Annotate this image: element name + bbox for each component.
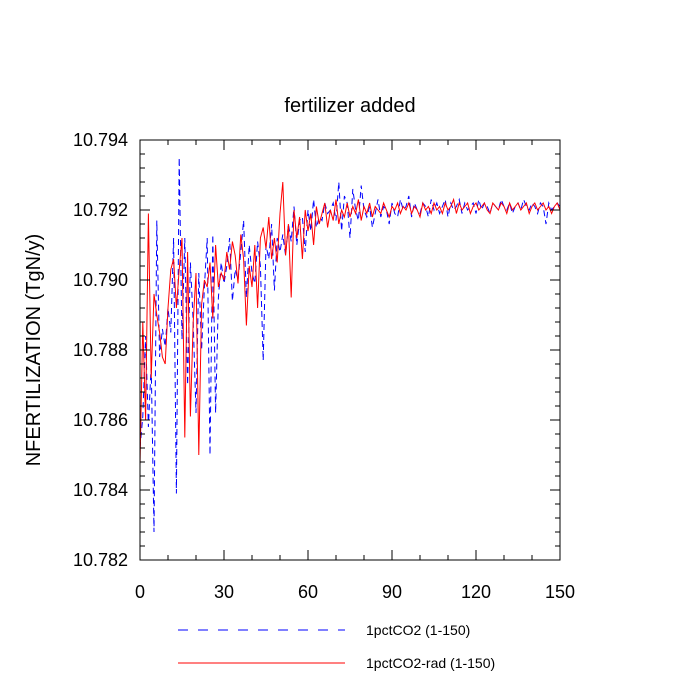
x-tick-label: 30 [214, 582, 234, 602]
series-layer [140, 157, 560, 533]
y-tick-label: 10.782 [73, 550, 128, 570]
plot-frame [139, 139, 561, 561]
x-tick-label: 60 [298, 582, 318, 602]
legend: 1pctCO2 (1-150) 1pctCO2-rad (1-150) [178, 622, 495, 671]
y-tick-label: 10.784 [73, 480, 128, 500]
chart-title: fertilizer added [284, 95, 415, 117]
y-tick-label: 10.790 [73, 270, 128, 290]
x-tick-label: 0 [135, 582, 145, 602]
legend-label: 1pctCO2 (1-150) [366, 622, 470, 638]
x-tick-label: 120 [461, 582, 491, 602]
y-tick-label: 10.792 [73, 200, 128, 220]
series-line-2 [140, 181, 560, 466]
y-tick-label: 10.786 [73, 410, 128, 430]
y-tick-label: 10.794 [73, 130, 128, 150]
x-tick-label: 90 [382, 582, 402, 602]
y-tick-label: 10.788 [73, 340, 128, 360]
y-axis-label: NFERTILIZATION (TgN/y) [23, 234, 45, 467]
axis-ticks: 0 30 60 90 120 150 10.782 10.784 10.786 10.788 10.… [73, 130, 575, 602]
series-line-1 [140, 157, 560, 533]
legend-label: 1pctCO2-rad (1-150) [366, 655, 495, 671]
x-tick-label: 150 [545, 582, 575, 602]
